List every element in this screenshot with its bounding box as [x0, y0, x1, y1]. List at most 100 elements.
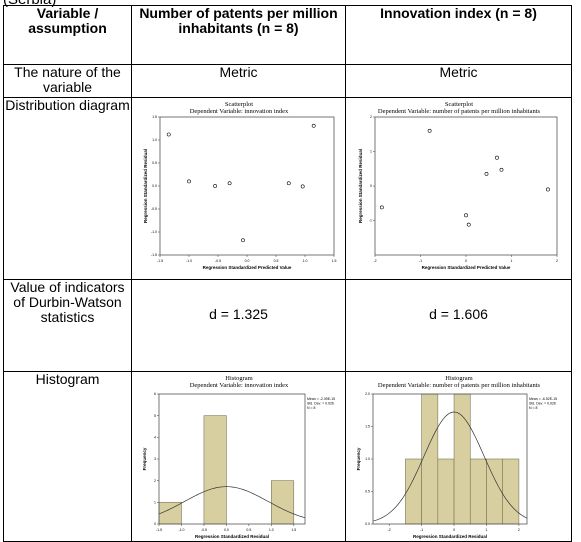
- y-tick-label: 0.5: [152, 161, 157, 165]
- x-tick-label: 1.0: [268, 528, 273, 532]
- y-tick-label: 3: [154, 457, 156, 461]
- x-axis-label: Regression Standardized Predicted Value: [421, 265, 510, 270]
- histogram-bar: [469, 458, 487, 525]
- y-tick-label: 6: [154, 392, 156, 396]
- scatter-point: [466, 222, 471, 227]
- x-tick-label: 0.5: [246, 528, 251, 532]
- x-tick-label: 2: [517, 528, 519, 532]
- scatter-point: [212, 184, 217, 188]
- chart-subtitle: Dependent Variable: number of patents pe…: [377, 108, 540, 115]
- chart-title: Histogram: [445, 375, 472, 382]
- y-tick-label: 4: [154, 436, 156, 440]
- durbin-watson-innovation-value: d = 1.606: [345, 279, 572, 372]
- y-tick-label: 2: [370, 115, 372, 119]
- row-label-nature: The nature of the variable: [3, 64, 132, 98]
- x-tick-label: 1.5: [331, 259, 336, 263]
- scatter-point: [227, 181, 232, 186]
- scatter-point: [300, 184, 305, 189]
- x-tick-label: -1.0: [178, 528, 184, 532]
- x-tick-label: 1.5: [291, 528, 296, 532]
- y-tick-label: -1.5: [150, 253, 156, 257]
- durbin-watson-patents-value: d = 1.325: [131, 279, 346, 372]
- y-tick-label: 0.0: [152, 184, 157, 188]
- y-axis-label: Frequency: [142, 447, 147, 470]
- histogram-innovation-cell: Histogram Dependent Variable: number of p…: [345, 371, 572, 542]
- y-tick-label: 1: [370, 150, 372, 154]
- plot-frame: [159, 116, 334, 256]
- row-label-histogram: Histogram: [3, 371, 132, 542]
- scatter-point: [463, 213, 468, 218]
- y-tick-label: 0.0: [365, 522, 370, 526]
- header-variable-assumption: Variable / assumption: [3, 5, 132, 65]
- nature-innovation-value: Metric: [345, 64, 572, 98]
- histogram-bar: [437, 458, 454, 525]
- chart-title: Scatterplot: [224, 101, 252, 108]
- x-tick-label: 2: [556, 259, 558, 263]
- x-tick-label: 0.0: [223, 528, 228, 532]
- y-tick-label: 1.0: [152, 138, 157, 142]
- stats-label: N = 8: [529, 406, 538, 410]
- stats-label: Mean = -2.39E-15: [307, 397, 335, 401]
- x-tick-label: 1.0: [302, 259, 307, 263]
- stats-label: Mean = -6.52E-15: [529, 397, 557, 401]
- x-tick-label: -1: [420, 528, 423, 532]
- x-tick-label: -0.5: [214, 259, 220, 263]
- histogram-bar: [203, 415, 227, 525]
- y-tick-label: 2.0: [365, 392, 370, 396]
- y-axis-label: Regression Standardized Residual: [143, 149, 148, 223]
- x-axis-label: Regression Standardized Predicted Value: [202, 265, 291, 270]
- y-tick-label: 1.5: [152, 115, 157, 119]
- scatter-point: [240, 238, 245, 243]
- header-innovation-index: Innovation index (n = 8): [345, 5, 572, 65]
- y-tick-label: -1.0: [150, 230, 156, 234]
- x-tick-label: -0.5: [200, 528, 206, 532]
- scatter-point: [484, 172, 488, 176]
- stats-label: N = 8: [307, 406, 316, 410]
- scatter-point: [379, 205, 384, 210]
- scatter-point: [427, 128, 432, 133]
- y-tick-label: 0: [370, 184, 372, 188]
- header-patents: Number of patents per million inhabitant…: [131, 5, 346, 65]
- chart-subtitle: Dependent Variable: innovation index: [189, 382, 288, 389]
- normal-curve: [158, 486, 305, 519]
- y-axis-label: Frequency: [356, 447, 361, 470]
- x-axis-label: Regression Standardized Residual: [194, 534, 268, 539]
- table-header-row: Variable / assumption Number of patents …: [3, 5, 572, 65]
- y-tick-label: 5: [154, 414, 156, 418]
- x-tick-label: 0.5: [273, 259, 278, 263]
- y-axis-label: Regression Standardized Residual: [358, 149, 363, 223]
- distribution-innovation-cell: Scatterplot Dependent Variable: number of…: [345, 97, 572, 280]
- scatter-point: [545, 187, 550, 192]
- y-tick-label: 1: [154, 501, 156, 505]
- histogram-bar: [420, 393, 438, 525]
- normal-curve: [372, 411, 527, 522]
- chart-title: Scatterplot: [444, 101, 472, 108]
- histogram-bar: [485, 458, 503, 525]
- caption-fragment: (Serbia): [3, 0, 56, 9]
- chart-subtitle: Dependent Variable: innovation index: [189, 108, 288, 115]
- x-tick-label: -1.0: [185, 259, 191, 263]
- stats-label: Std. Dev. = 0.926: [529, 402, 556, 406]
- scatter-point: [186, 179, 191, 184]
- scatter-point: [494, 155, 499, 160]
- x-tick-label: -1.5: [155, 528, 161, 532]
- y-tick-label: 2: [154, 479, 156, 483]
- chart-title: Histogram: [225, 375, 252, 382]
- x-tick-label: 0: [465, 259, 467, 263]
- y-tick-label: 1.0: [365, 457, 370, 461]
- x-tick-label: -1.5: [156, 259, 162, 263]
- table-row-histogram: Histogram Histogram Dependent Variable: i…: [3, 371, 572, 542]
- histogram-bar: [453, 393, 471, 525]
- distribution-patents-cell: Scatterplot Dependent Variable: innovatio…: [131, 97, 346, 280]
- histogram-patents-cell: Histogram Dependent Variable: innovation …: [131, 371, 346, 542]
- scatter-point: [166, 132, 171, 137]
- histogram-bar: [158, 502, 182, 525]
- table-row-nature: The nature of the variable Metric Metric: [3, 64, 572, 98]
- row-label-distribution: Distribution diagram: [3, 97, 132, 280]
- x-axis-label: Regression Standardized Residual: [412, 534, 486, 539]
- y-tick-label: 0.5: [365, 490, 370, 494]
- y-tick-label: -1: [368, 219, 371, 223]
- x-tick-label: 1: [485, 528, 487, 532]
- table-row-durbin-watson: Value of indicators of Durbin-Watson sta…: [3, 279, 572, 372]
